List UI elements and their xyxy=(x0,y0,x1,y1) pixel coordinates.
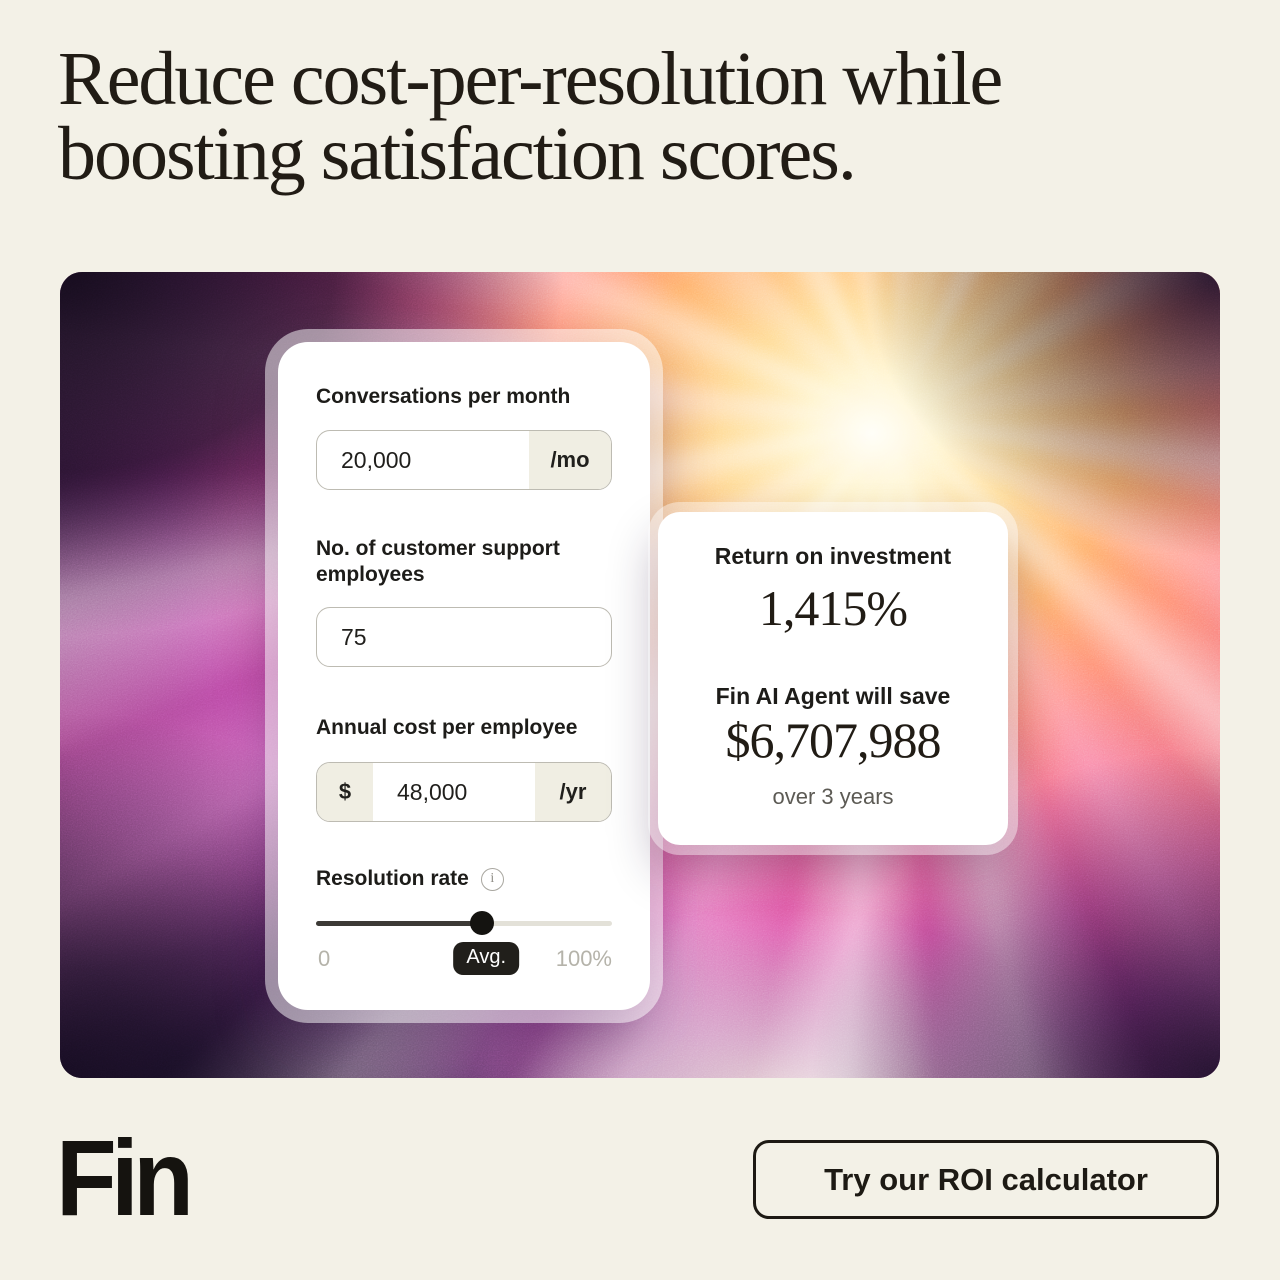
page-title-line-1: Reduce cost-per-resolution while xyxy=(58,37,1003,121)
annual-cost-field-group: Annual cost per employee $ 48,000 /yr xyxy=(316,715,612,822)
annual-cost-value: 48,000 xyxy=(397,778,468,805)
page-title: Reduce cost-per-resolution while boostin… xyxy=(58,37,1228,196)
currency-prefix: $ xyxy=(317,763,373,821)
conversations-unit-suffix: /mo xyxy=(529,431,611,489)
page-title-line-2: boosting satisfaction scores. xyxy=(58,112,857,196)
fin-logo: Fin xyxy=(56,1117,194,1238)
slider-handle[interactable] xyxy=(469,911,494,935)
slider-scale: 0 Avg. 100% xyxy=(316,942,612,975)
conversations-value: 20,000 xyxy=(341,446,412,473)
resolution-rate-label-row: Resolution rate i xyxy=(316,866,612,892)
roi-calculator-card: Conversations per month 20,000 /mo No. o… xyxy=(278,342,650,1010)
info-icon[interactable]: i xyxy=(480,867,504,891)
slider-min-label: 0 xyxy=(318,946,331,971)
slider-avg-badge: Avg. xyxy=(453,942,520,975)
employees-input[interactable]: 75 xyxy=(316,607,612,667)
conversations-field-group: Conversations per month 20,000 /mo xyxy=(316,384,612,490)
employees-label: No. of customer support employees xyxy=(316,537,560,586)
savings-value: $6,707,988 xyxy=(725,712,942,768)
conversations-input[interactable]: 20,000 /mo xyxy=(316,430,612,490)
slider-fill xyxy=(316,921,482,926)
savings-period: over 3 years xyxy=(772,784,894,809)
annual-cost-unit-suffix: /yr xyxy=(535,763,611,821)
resolution-rate-slider[interactable] xyxy=(316,911,612,935)
employees-field-group: No. of customer support employees 75 xyxy=(316,536,612,667)
resolution-rate-group: Resolution rate i 0 Avg. 100% xyxy=(316,866,612,975)
roi-value: 1,415% xyxy=(758,580,908,636)
roi-label: Return on investment xyxy=(714,543,952,569)
employees-value: 75 xyxy=(341,623,367,650)
annual-cost-label: Annual cost per employee xyxy=(316,716,578,739)
annual-cost-input[interactable]: $ 48,000 /yr xyxy=(316,762,612,822)
roi-results-card: Return on investment 1,415% Fin AI Agent… xyxy=(658,512,1008,845)
resolution-rate-label: Resolution rate xyxy=(316,867,469,890)
conversations-label: Conversations per month xyxy=(316,385,571,408)
slider-max-label: 100% xyxy=(555,946,612,971)
roi-calculator-cta-button[interactable]: Try our ROI calculator xyxy=(753,1140,1219,1219)
hero-image: Conversations per month 20,000 /mo No. o… xyxy=(60,272,1220,1078)
savings-label: Fin AI Agent will save xyxy=(715,683,951,709)
